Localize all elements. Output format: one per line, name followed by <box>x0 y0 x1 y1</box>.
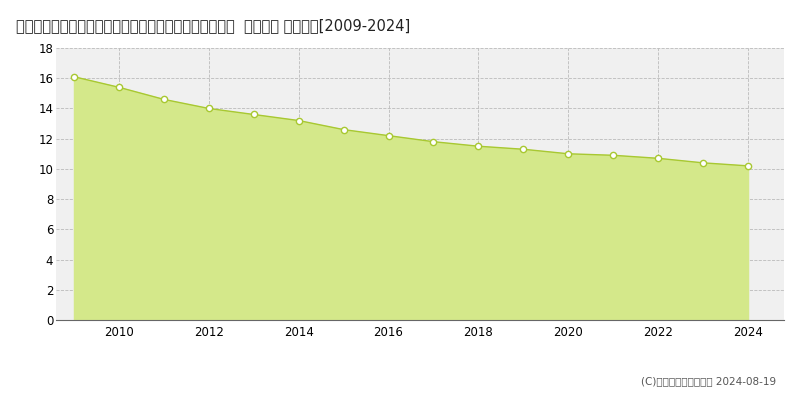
Text: 和歌山県伊都郡かつらぎ町大字笠田東字男子１０５番３  地価公示 地価推移[2009-2024]: 和歌山県伊都郡かつらぎ町大字笠田東字男子１０５番３ 地価公示 地価推移[2009… <box>16 18 410 33</box>
Text: (C)土地価格ドットコム 2024-08-19: (C)土地価格ドットコム 2024-08-19 <box>641 376 776 386</box>
